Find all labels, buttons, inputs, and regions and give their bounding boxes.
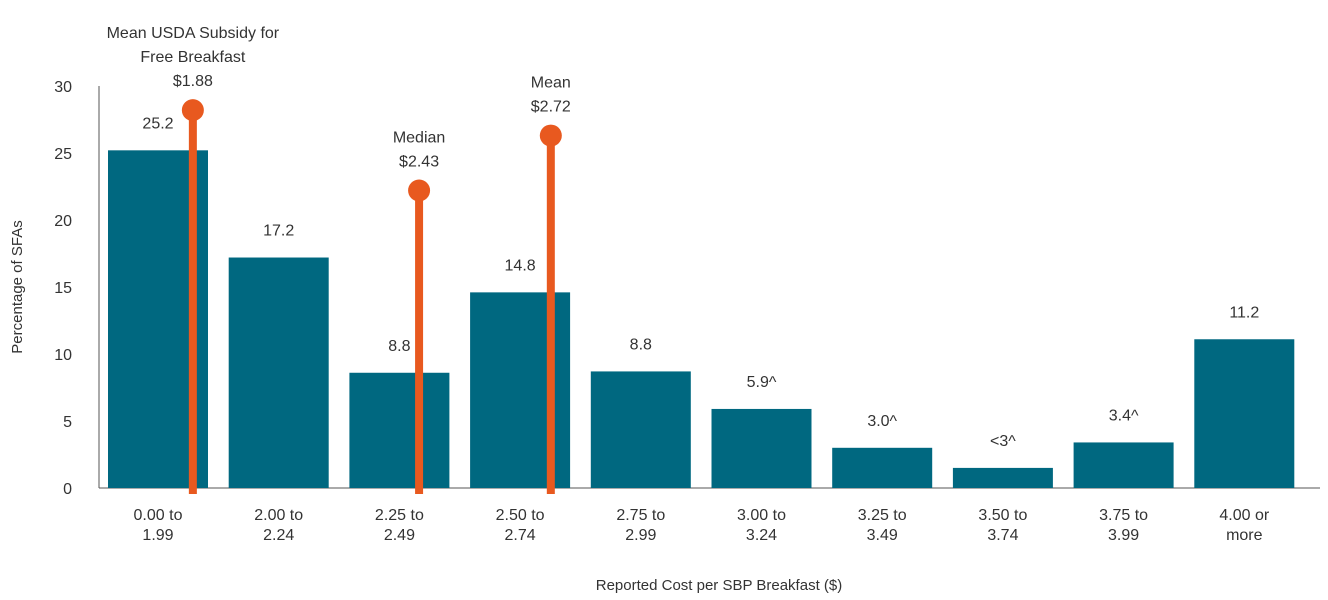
bar <box>1073 442 1174 488</box>
x-tick-label: 3.75 to <box>1099 507 1148 524</box>
x-tick-label: 3.99 <box>1108 527 1139 544</box>
x-tick-label: 3.74 <box>987 527 1018 544</box>
y-axis-title: Percentage of SFAs <box>9 220 26 353</box>
bar <box>832 447 933 488</box>
y-tick-label: 25 <box>54 146 72 163</box>
bar-value-label: 17.2 <box>263 223 294 240</box>
bar-value-label: 5.9^ <box>747 374 777 391</box>
bar-value-label: <3^ <box>990 433 1016 450</box>
bar-value-label: 8.8 <box>630 336 652 353</box>
y-tick-label: 10 <box>54 347 72 364</box>
y-tick-label: 5 <box>63 414 72 431</box>
x-tick-label: 2.99 <box>625 527 656 544</box>
bar <box>349 372 450 488</box>
x-tick-label: 3.24 <box>746 527 777 544</box>
x-tick-label: 2.25 to <box>375 507 424 524</box>
bar <box>952 467 1053 488</box>
marker-label: Median <box>393 130 445 147</box>
x-tick-label: 3.50 to <box>978 507 1027 524</box>
bar <box>470 292 571 488</box>
bar <box>590 371 691 488</box>
x-tick-label: 0.00 to <box>134 507 183 524</box>
y-tick-label: 30 <box>54 79 72 96</box>
x-tick-label: 2.75 to <box>616 507 665 524</box>
bar-value-label: 25.2 <box>142 115 173 132</box>
bar-value-label: 11.2 <box>1229 304 1259 321</box>
labels: 25.2 0.00 to 1.99 17.2 2.00 to 2.24 8.8 2.25 to… <box>107 25 1270 544</box>
y-tick-label: 15 <box>54 280 72 297</box>
marker-label: Free Breakfast <box>140 49 245 66</box>
bar-value-label: 3.4^ <box>1109 407 1139 424</box>
marker-label: Mean <box>531 75 571 92</box>
x-axis-title: Reported Cost per SBP Breakfast ($) <box>596 577 843 594</box>
marker-dot <box>539 124 562 147</box>
marker-label: $1.88 <box>173 73 213 90</box>
x-tick-label: 3.00 to <box>737 507 786 524</box>
y-tick-label: 20 <box>54 213 72 230</box>
bar-value-label: 8.8 <box>388 338 410 355</box>
marker-label: $2.43 <box>399 154 439 171</box>
bar-value-label: 3.0^ <box>867 413 897 430</box>
x-tick-label: 2.24 <box>263 527 294 544</box>
x-tick-label: 2.74 <box>505 527 536 544</box>
y-tick-label: 0 <box>63 481 72 498</box>
markers <box>181 99 562 494</box>
marker-dot <box>181 99 204 122</box>
bar <box>711 408 812 488</box>
x-tick-label: 3.25 to <box>858 507 907 524</box>
marker-label: Mean USDA Subsidy for <box>107 25 280 42</box>
bar <box>228 257 329 488</box>
x-tick-label: 1.99 <box>142 527 173 544</box>
bar-value-label: 14.8 <box>505 257 536 274</box>
x-tick-label: 4.00 or <box>1219 507 1269 524</box>
bars <box>108 150 1295 488</box>
x-tick-label: more <box>1226 527 1263 544</box>
marker-label: $2.72 <box>531 99 571 116</box>
x-tick-label: 2.49 <box>384 527 415 544</box>
bar <box>1194 339 1295 488</box>
x-tick-label: 2.50 to <box>496 507 545 524</box>
x-tick-label: 2.00 to <box>254 507 303 524</box>
marker-dot <box>408 179 431 202</box>
x-tick-label: 3.49 <box>867 527 898 544</box>
